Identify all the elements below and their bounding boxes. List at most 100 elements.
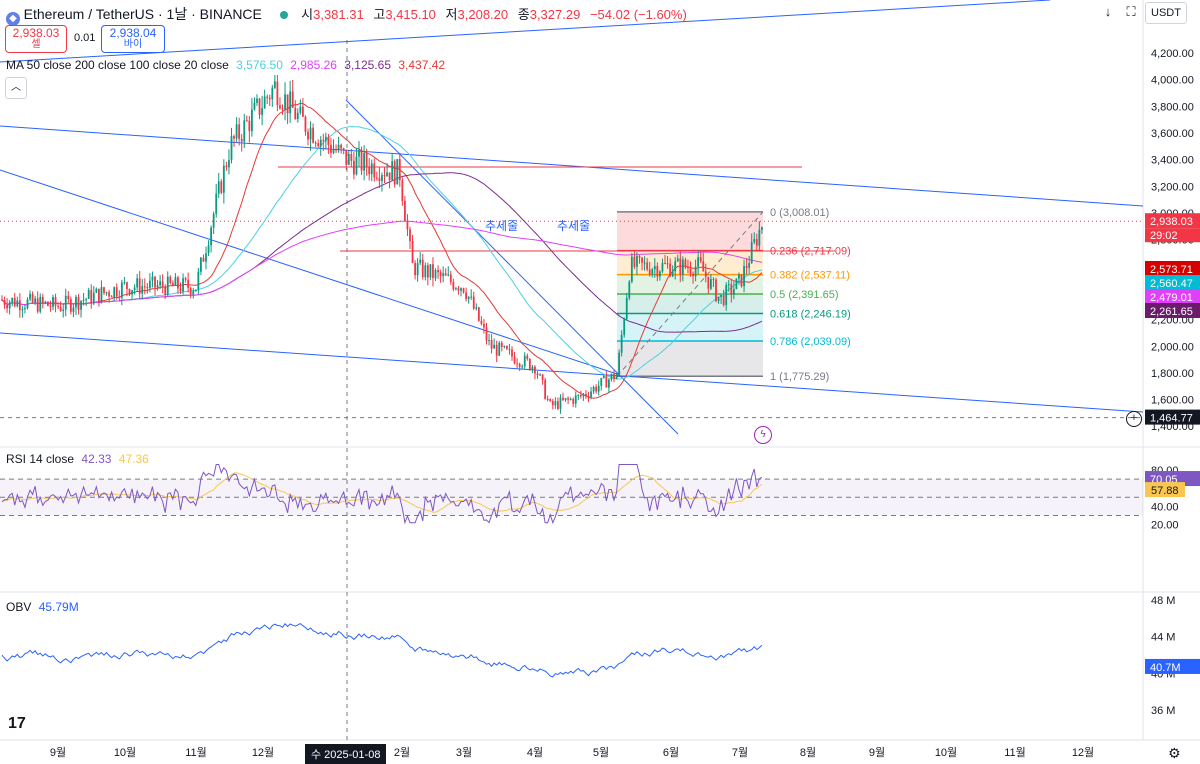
candle-body [44,301,47,303]
close-value: 3,327.29 [529,7,581,22]
candle-body [57,305,59,307]
candle-body [1,299,3,301]
fib-trend-line [616,211,764,377]
candle-body [243,120,246,142]
candle-body [426,265,429,278]
candle-body [605,375,608,388]
candle-body [169,276,172,283]
candle-body [6,304,8,309]
buy-button[interactable]: 2,938.04 바이 [101,25,165,53]
candle-body [67,295,70,300]
candle-body [230,136,233,161]
candle-body [200,257,202,272]
candle-body [620,334,623,353]
candle-body [39,296,42,312]
candle-body [120,282,123,298]
candle-body [429,264,432,278]
rsi-legend[interactable]: RSI 14 close 42.33 47.36 [6,452,149,466]
candle-body [699,257,702,262]
candle-body [368,166,371,175]
candle-body [472,296,475,309]
symbol-title[interactable]: Ethereum / TetherUS · 1날 · BINANCE [23,6,262,22]
candle-body [72,307,75,312]
candle-body [546,398,549,400]
plus-circle-icon[interactable]: + [1126,411,1142,427]
candle-body [582,393,585,397]
time-tick-label: 8월 [800,746,816,759]
candle-body [187,279,190,288]
candle-body [276,81,279,106]
candle-body [95,288,98,293]
trendline-label-1[interactable]: 추세줄 [485,219,519,233]
candle-body [508,349,511,351]
candle-body [136,278,139,288]
candle-body [406,220,409,230]
candle-body [590,391,592,398]
collapse-icon[interactable]: ︿ [5,77,27,99]
candle-body [31,293,34,303]
gear-icon[interactable]: ⚙ [1168,745,1181,761]
candle-body [92,292,95,304]
candle-body [358,150,360,157]
candle-body [720,294,722,298]
candle-body [174,277,177,286]
candle-body [669,263,671,277]
lightning-icon[interactable]: ϟ [754,426,772,444]
candle-body [355,156,358,175]
rsi-pane [0,464,1143,525]
candle-body [52,297,54,307]
price-tag [1145,275,1200,290]
candle-body [391,161,394,181]
crosshair-date-label: 수 2025-01-08 [305,744,387,764]
candle-body [75,296,77,308]
candle-body [608,379,610,388]
candle-body [587,396,590,398]
candle-body [641,257,643,263]
candle-body [363,153,365,171]
time-tick-label: 3월 [456,746,472,759]
candle-body [687,267,689,269]
candle-body [536,373,539,375]
sell-button[interactable]: 2,938.03 셀 [5,25,67,53]
candle-body [347,153,350,165]
candle-body [483,324,485,328]
candle-body [493,344,496,349]
price-tick-label: 1,800.00 [1151,368,1194,380]
fullscreen-icon[interactable]: ⛶ [1126,4,1136,19]
candle-body [317,143,320,147]
trendline-label-2[interactable]: 추세줄 [557,219,591,233]
candle-body [414,263,416,276]
candle-body [225,165,228,168]
candle-body [286,94,289,114]
candle-body [421,259,424,278]
price-tick-label: 3,200.00 [1151,181,1194,193]
time-tick-label: 5월 [593,746,609,759]
candle-body [541,374,544,381]
candle-body [727,284,730,286]
candle-body [294,107,297,120]
currency-selector[interactable]: USDT [1145,2,1187,24]
candle-body [307,131,309,140]
ma-legend[interactable]: MA 50 close 200 close 100 close 20 close… [6,58,445,72]
candle-body [47,301,49,306]
obv-legend[interactable]: OBV 45.79M [6,600,79,614]
candle-body [319,139,322,147]
candle-body [465,292,467,299]
candle-body [434,270,437,279]
candle-body [447,274,450,276]
download-icon[interactable]: ↓ [1104,4,1112,19]
price-tag-text: 2,938.03 [1150,216,1193,228]
candle-body [562,397,564,400]
candle-body [674,261,677,272]
trend-line [0,332,1144,413]
candle-body [534,366,536,374]
candle-body [689,267,692,274]
candle-body [551,400,554,406]
candle-body [235,124,238,139]
fib-level-label: 0.236 (2,717.09) [770,246,851,258]
candle-body [143,286,146,288]
price-tick-label: 3,600.00 [1151,128,1194,140]
candle-body [697,257,700,267]
candle-body [271,87,274,100]
